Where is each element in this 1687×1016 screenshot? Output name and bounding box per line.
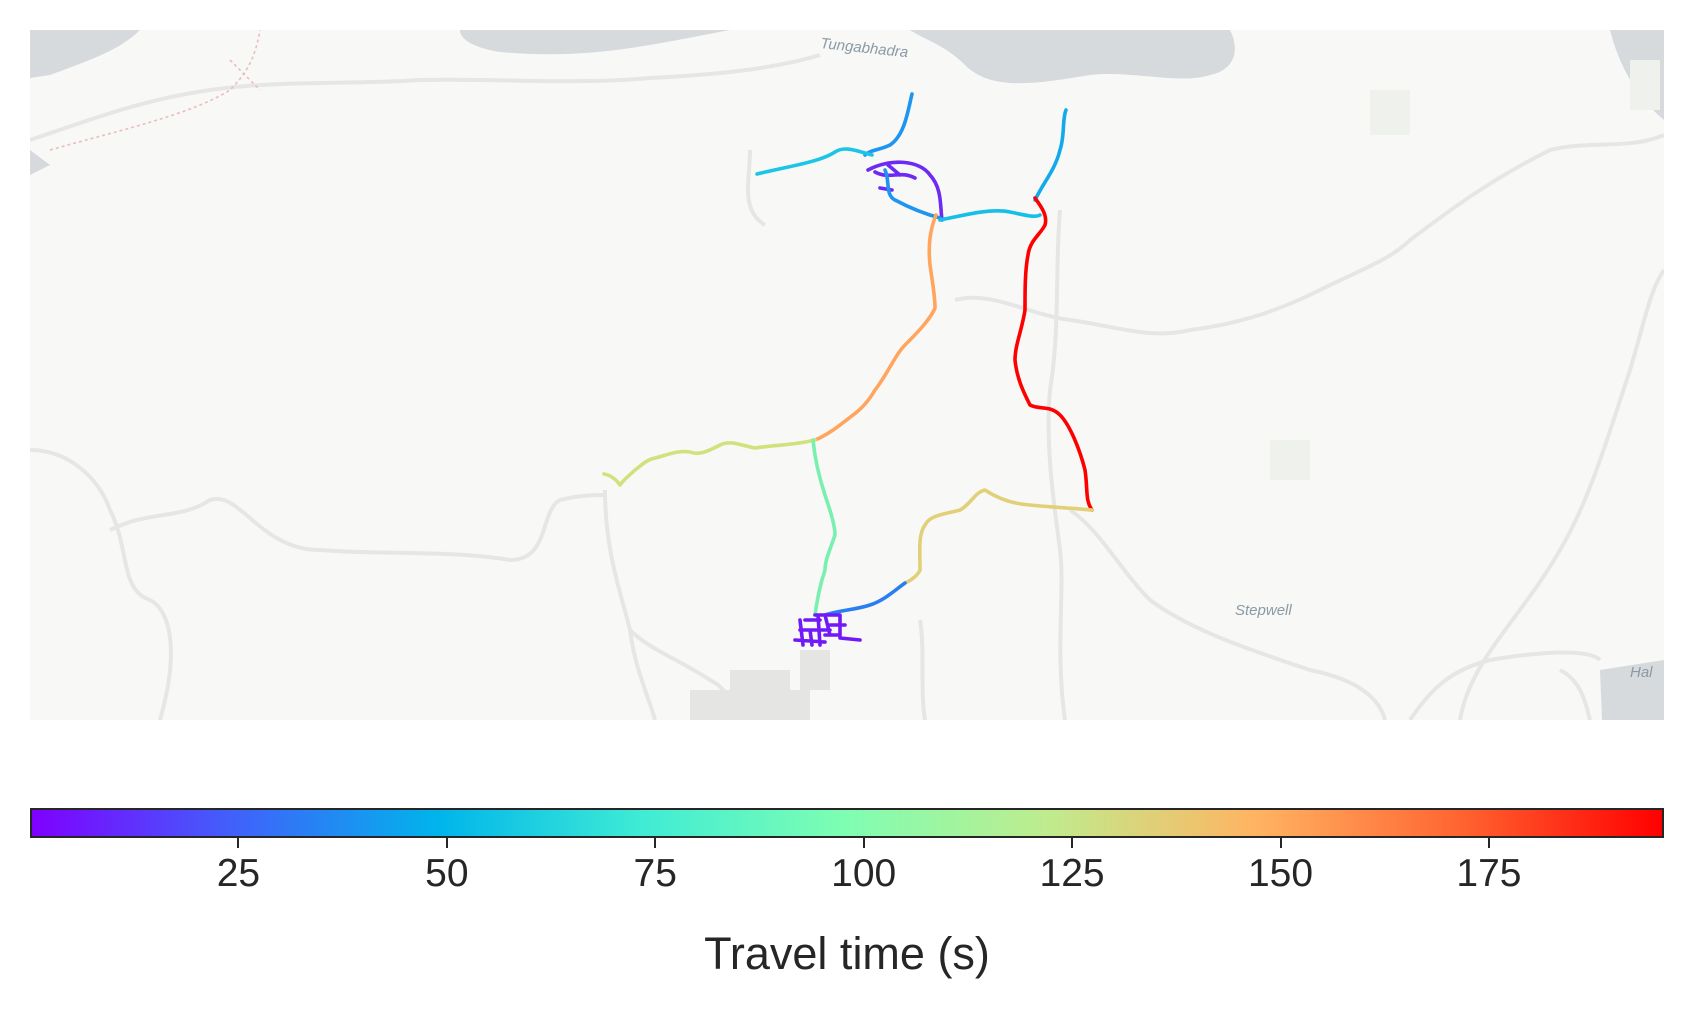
place-label-stepwell: Stepwell (1235, 602, 1292, 619)
route-segment[interactable] (755, 147, 874, 176)
colorbar-tick (1279, 838, 1282, 848)
colorbar-tick-label: 175 (1456, 852, 1522, 895)
colorbar-tick-label: 50 (425, 852, 469, 895)
town-blocks (690, 650, 830, 720)
colorbar-tick-label: 100 (831, 852, 897, 895)
water-bodies (30, 30, 1664, 720)
map-panel[interactable]: Tungabhadra Stepwell Hal (30, 30, 1664, 720)
railway-line (49, 30, 261, 151)
colorbar-tick (654, 838, 657, 848)
route-segment[interactable] (602, 438, 817, 487)
route-segment[interactable] (823, 581, 907, 617)
road-network (30, 53, 1664, 720)
colorbar-tick (1487, 838, 1490, 848)
route-segment[interactable] (813, 213, 938, 442)
basemap: Tungabhadra Stepwell Hal (30, 30, 1664, 720)
colorbar (30, 808, 1664, 838)
colorbar-tick-label: 125 (1039, 852, 1105, 895)
place-label-hal: Hal (1630, 664, 1653, 681)
route-segment[interactable] (1013, 196, 1094, 512)
colorbar-tick-label: 75 (633, 852, 677, 895)
green-areas (1270, 60, 1660, 480)
colorbar-tick (862, 838, 865, 848)
route-segment[interactable] (883, 168, 942, 220)
route-segment[interactable] (811, 438, 837, 617)
route-segment[interactable] (938, 209, 1042, 222)
route-segment[interactable] (866, 160, 944, 222)
colorbar-tick-label: 150 (1247, 852, 1314, 895)
colorbar-tick (445, 838, 448, 848)
colorbar-tick (237, 838, 240, 848)
route-segment[interactable] (903, 488, 1094, 585)
colorbar-tick (1071, 838, 1074, 848)
colorbar-tick-label: 25 (216, 852, 261, 895)
routes-layer (602, 92, 1094, 647)
route-segment[interactable] (863, 92, 914, 157)
colorbar-label: Travel time (s) (704, 928, 990, 979)
route-segment[interactable] (1033, 108, 1068, 202)
route-segment[interactable] (793, 613, 862, 647)
